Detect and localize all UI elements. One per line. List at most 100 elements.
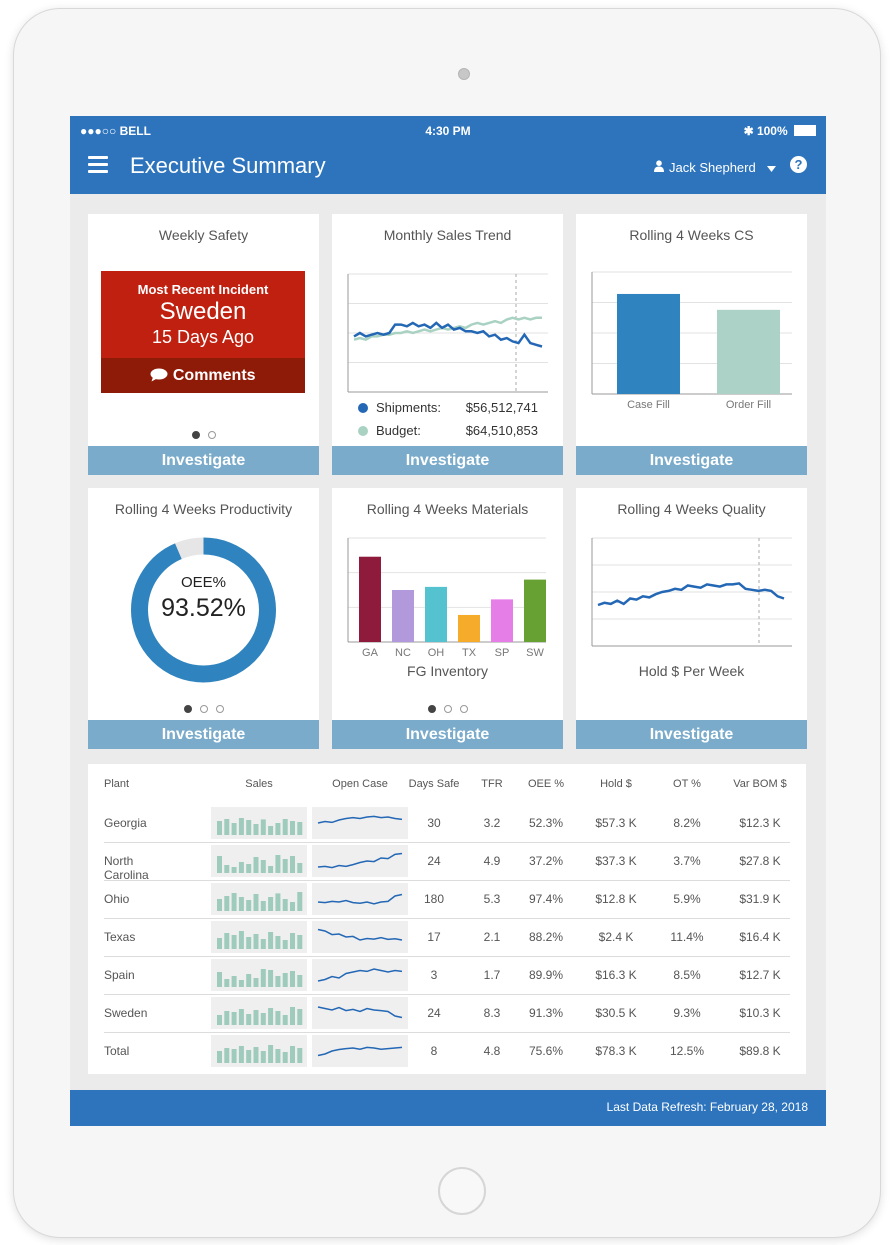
user-menu[interactable]: Jack Shepherd	[654, 160, 776, 175]
page-title: Executive Summary	[130, 153, 326, 178]
tfr-value: 5.3	[483, 892, 501, 906]
footer-bar: Last Data Refresh: February 28, 2018	[70, 1090, 826, 1126]
var-bom-value: $10.3 K	[739, 1006, 781, 1020]
investigate-button[interactable]: Investigate	[88, 446, 319, 475]
spark-bar	[268, 897, 274, 911]
investigate-button[interactable]: Investigate	[332, 446, 563, 475]
app-screen: ●●●○○ BELL 4:30 PM ✱ 100% Executive Summ…	[70, 116, 826, 1126]
table-row[interactable]: Georgia 30 3.2 52.3% $57.3 K 8.2% $12.3 K	[104, 804, 790, 843]
bar-nc	[392, 590, 414, 642]
spark-bar	[224, 1011, 230, 1025]
spark-line	[317, 968, 403, 982]
investigate-button[interactable]: Investigate	[88, 720, 319, 749]
plant-name: Spain	[104, 968, 135, 982]
clock: 4:30 PM	[425, 124, 471, 138]
help-icon[interactable]: ?	[790, 156, 807, 173]
investigate-button[interactable]: Investigate	[332, 720, 563, 749]
pager-dot[interactable]	[183, 705, 192, 713]
spark-bar	[253, 824, 259, 835]
pager-dot[interactable]	[459, 705, 468, 713]
spark-bar	[290, 933, 295, 949]
oee-donut-chart	[131, 537, 276, 683]
weekly-safety-card: Weekly Safety Most Recent Incident Swede…	[88, 214, 319, 475]
spark-bar	[275, 936, 281, 949]
table-row[interactable]: Sweden 24 8.3 91.3% $30.5 K 9.3% $10.3 K	[104, 994, 790, 1033]
bar-order-fill	[717, 309, 780, 394]
column-header[interactable]: TFR	[481, 778, 503, 790]
pager-dot[interactable]	[191, 431, 200, 439]
oee-value: 93.52%	[161, 594, 246, 622]
spark-bar	[238, 818, 244, 835]
tfr-value: 8.3	[483, 1006, 501, 1020]
column-header[interactable]: Days Safe	[408, 778, 460, 790]
oee-value: 88.2%	[528, 930, 564, 944]
pager-dot[interactable]	[215, 705, 224, 713]
column-header[interactable]: OT %	[673, 778, 701, 790]
spark-bar	[231, 867, 237, 873]
spark-bar	[231, 893, 237, 911]
pager-dot[interactable]	[199, 705, 208, 713]
investigate-button[interactable]: Investigate	[576, 720, 807, 749]
column-header[interactable]: Var BOM $	[733, 778, 787, 790]
pager-dot[interactable]	[207, 431, 216, 439]
spark-line	[317, 893, 403, 905]
spark-bar	[275, 1049, 281, 1063]
category-label: OH	[428, 647, 445, 659]
plant-name: North Carolina	[104, 854, 149, 882]
category-label: TX	[462, 647, 477, 659]
sales-sparkbar	[211, 1035, 307, 1067]
column-header[interactable]: Open Case	[332, 778, 388, 790]
category-label: NC	[395, 647, 411, 659]
oee-value: 52.3%	[528, 816, 564, 830]
table-row[interactable]: Texas 17 2.1 88.2% $2.4 K 11.4% $16.4 K	[104, 918, 790, 957]
spark-bar	[297, 935, 303, 949]
column-header[interactable]: OEE %	[527, 778, 565, 790]
spark-bar	[231, 1012, 237, 1025]
spark-bar	[290, 1007, 295, 1025]
spark-bar	[253, 1010, 259, 1025]
var-bom-value: $31.9 K	[739, 892, 781, 906]
column-header[interactable]: Hold $	[600, 778, 632, 790]
oee-value: 75.6%	[528, 1044, 564, 1058]
hamburger-menu-icon[interactable]	[88, 156, 108, 174]
table-row[interactable]: Total 8 4.8 75.6% $78.3 K 12.5% $89.8 K	[104, 1032, 790, 1070]
open-case-sparkline	[312, 883, 408, 915]
last-refresh-label: Last Data Refresh: February 28, 2018	[606, 1100, 808, 1114]
days-safe-value: 24	[427, 1006, 441, 1020]
spark-bar	[217, 972, 222, 987]
pager-dot[interactable]	[427, 705, 436, 713]
spark-bar	[238, 931, 244, 949]
spark-bar	[217, 1015, 222, 1025]
spark-bar	[238, 1046, 244, 1063]
days-safe-value: 3	[430, 968, 438, 982]
oee-value: 91.3%	[528, 1006, 564, 1020]
spark-bar	[275, 855, 281, 873]
ot-value: 3.7%	[673, 854, 701, 868]
spark-bar	[238, 862, 244, 873]
column-header[interactable]: Sales	[245, 778, 273, 790]
open-case-sparkline	[312, 997, 408, 1029]
days-safe-value: 30	[427, 816, 441, 830]
column-header[interactable]: Plant	[104, 778, 130, 790]
investigate-button[interactable]: Investigate	[576, 446, 807, 475]
incident-age: 15 Days Ago	[151, 327, 255, 347]
comments-label: Comments	[172, 367, 256, 384]
spark-bar	[260, 939, 266, 949]
table-row[interactable]: Ohio 180 5.3 97.4% $12.8 K 5.9% $31.9 K	[104, 880, 790, 919]
legend-budget: Budget: $64,510,853	[358, 423, 538, 438]
home-button[interactable]	[438, 1167, 486, 1215]
category-label: GA	[362, 647, 379, 659]
spark-bar	[297, 975, 303, 987]
comments-button[interactable]: Comments	[101, 358, 305, 393]
user-icon	[654, 160, 664, 175]
spark-bar	[290, 821, 295, 835]
table-row[interactable]: Spain 3 1.7 89.9% $16.3 K 8.5% $12.7 K	[104, 956, 790, 995]
spark-bar	[282, 1015, 288, 1025]
tfr-value: 2.1	[483, 930, 501, 944]
incident-location: Sweden	[159, 298, 247, 325]
days-safe-value: 17	[427, 930, 441, 944]
card-title: Rolling 4 Weeks CS	[629, 227, 754, 243]
table-row[interactable]: North Carolina 24 4.9 37.2% $37.3 K 3.7% $27.8…	[104, 842, 790, 882]
pager-dot[interactable]	[443, 705, 452, 713]
spark-bar	[246, 974, 252, 987]
